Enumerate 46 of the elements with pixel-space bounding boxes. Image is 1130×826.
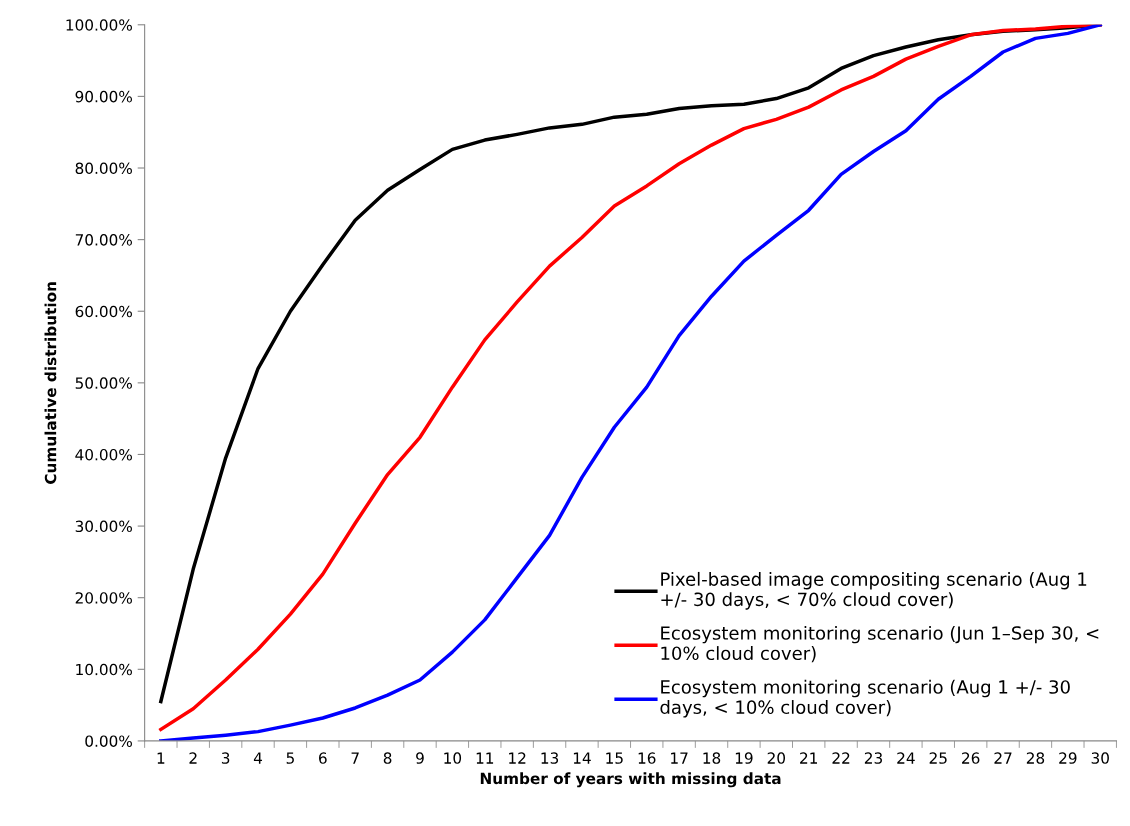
x-tick-label: 6 (319, 752, 327, 764)
x-tick-label: 10 (444, 752, 462, 764)
y-tick-label: 70.00% (75, 234, 132, 246)
legend-label: Ecosystem monitoring scenario (Aug 1 +/- 30 days, < 10% cloud cover) (660, 679, 1070, 718)
x-tick-label: 16 (638, 752, 656, 764)
x-tick-label: 13 (541, 752, 559, 764)
x-tick-label: 22 (832, 752, 850, 764)
y-tick-label: 100.00% (66, 19, 132, 31)
x-tick-label: 26 (962, 752, 980, 764)
x-tick-label: 23 (864, 752, 882, 764)
legend-label: Pixel-based image compositing scenario (Aug 1 +/- 30 days, < 70% cloud cover) (661, 571, 1087, 610)
x-tick-label: 2 (189, 752, 197, 764)
y-tick-label: 20.00% (75, 592, 132, 604)
x-tick-label: 8 (383, 752, 392, 764)
y-tick-label: 40.00% (75, 448, 132, 461)
x-tick-label: 14 (573, 752, 591, 764)
x-tick-label: 25 (929, 752, 947, 764)
x-tick-label: 21 (800, 752, 818, 764)
x-tick-label: 4 (253, 752, 263, 764)
x-tick-label: 15 (606, 752, 623, 764)
x-tick-label: 12 (509, 752, 526, 764)
legend-label: Ecosystem monitoring scenario (Jun 1–Sep 30, < 10% cloud cover) (661, 625, 1099, 663)
x-tick-label: 18 (703, 752, 721, 764)
y-tick-label: 30.00% (75, 520, 132, 533)
y-tick-label: 60.00% (75, 305, 132, 318)
x-tick-label: 28 (1026, 752, 1045, 764)
x-tick-label: 5 (286, 752, 294, 764)
y-tick-label: 90.00% (75, 90, 132, 103)
x-tick-label: 11 (476, 752, 494, 764)
y-tick-label: 50.00% (75, 377, 132, 389)
x-tick-label: 1 (157, 752, 165, 764)
x-tick-label: 17 (671, 752, 688, 764)
x-tick-label: 7 (351, 752, 359, 764)
y-tick-label: 80.00% (75, 162, 132, 175)
x-axis-title: Number of years with missing data (480, 772, 781, 788)
x-tick-label: 9 (416, 752, 424, 764)
x-tick-label: 29 (1059, 752, 1077, 764)
y-tick-label: 0.00% (85, 735, 132, 747)
x-tick-label: 24 (897, 752, 915, 764)
x-tick-label: 30 (1091, 752, 1109, 764)
x-tick-label: 20 (767, 752, 786, 764)
x-tick-label: 3 (221, 752, 230, 764)
x-tick-label: 27 (994, 752, 1012, 764)
x-tick-label: 19 (735, 752, 753, 764)
y-axis-title: Cumulative distribution (44, 282, 57, 484)
y-tick-label: 10.00% (76, 663, 132, 676)
